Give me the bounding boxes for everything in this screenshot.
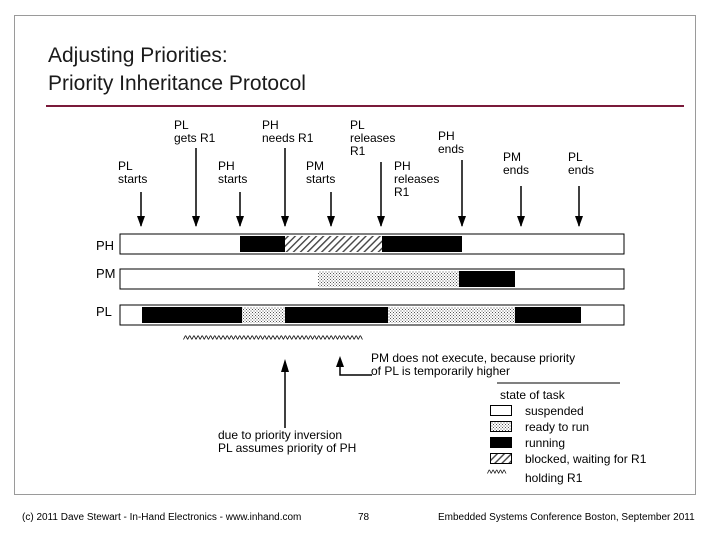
event-label-line: PM bbox=[306, 159, 324, 173]
ph-blocked bbox=[285, 236, 382, 252]
event-label-line: PH bbox=[394, 159, 411, 173]
event-label-line: ends bbox=[438, 142, 465, 156]
annotation-arrows bbox=[281, 356, 372, 428]
swatch-ready bbox=[490, 421, 512, 432]
legend-label: holding R1 bbox=[525, 471, 583, 485]
arrowhead-up bbox=[336, 356, 344, 367]
arrowhead-up bbox=[281, 359, 289, 372]
title-line-1: Adjusting Priorities: bbox=[48, 44, 228, 67]
pl-ready-2 bbox=[388, 307, 515, 323]
inversion-note-line-1: due to priority inversion bbox=[218, 428, 343, 442]
row-label-pm: PM bbox=[96, 266, 116, 281]
row-pm bbox=[119, 268, 625, 290]
event-label-line: starts bbox=[218, 172, 248, 186]
arrowhead bbox=[458, 216, 466, 227]
swatch-running bbox=[490, 437, 512, 448]
ph-running-1 bbox=[240, 236, 285, 252]
event-pl-ends: PL ends bbox=[568, 151, 594, 177]
legend-label: suspended bbox=[525, 404, 584, 418]
arrowhead bbox=[377, 216, 385, 227]
arrowhead bbox=[281, 216, 289, 227]
event-label-line: PM bbox=[503, 150, 521, 164]
event-pl-gets-r1: PL gets R1 bbox=[174, 119, 215, 145]
ph-suspended-1 bbox=[122, 236, 240, 252]
pl-running-1 bbox=[142, 307, 242, 323]
pl-ready-1 bbox=[242, 307, 285, 323]
event-label-line: PH bbox=[262, 118, 279, 132]
slide-title: Adjusting Priorities: Priority Inheritan… bbox=[48, 42, 306, 98]
footer-page-number: 78 bbox=[358, 512, 370, 523]
pm-note-line-1: PM does not execute, because priority bbox=[371, 351, 576, 365]
swatch-blocked bbox=[490, 453, 512, 464]
event-ph-needs-r1: PH needs R1 bbox=[262, 119, 313, 145]
arrowhead bbox=[236, 216, 244, 227]
legend-label: ready to run bbox=[525, 420, 590, 434]
event-label-line: R1 bbox=[350, 144, 366, 158]
holding-marker: ^^^^^^^^^^^^^^^^^^^^^^^^^^^^^^^^^^^^^^^^… bbox=[183, 334, 363, 346]
footer-conference: Embedded Systems Conference Boston, Sept… bbox=[438, 512, 695, 523]
legend-label: running bbox=[525, 436, 566, 450]
pm-note-arrow bbox=[339, 365, 372, 376]
event-label-line: ends bbox=[568, 163, 595, 177]
inversion-note-line-2: PL assumes priority of PH bbox=[218, 441, 357, 455]
pm-ready bbox=[318, 271, 459, 287]
event-label-line: PL bbox=[568, 150, 583, 164]
event-ph-ends: PH ends bbox=[438, 130, 464, 156]
title-line-2: Priority Inheritance Protocol bbox=[48, 72, 306, 95]
event-label-line: PH bbox=[218, 159, 235, 173]
event-label-line: starts bbox=[306, 172, 336, 186]
event-ph-starts: PH starts bbox=[218, 160, 247, 186]
event-label-line: PH bbox=[438, 129, 455, 143]
arrowhead bbox=[327, 216, 335, 227]
row-label-pl: PL bbox=[96, 304, 112, 319]
pl-running-2 bbox=[285, 307, 388, 323]
event-label-line: R1 bbox=[394, 185, 410, 199]
pm-running bbox=[459, 271, 515, 287]
legend-label: blocked, waiting for R1 bbox=[525, 452, 647, 466]
event-label-line: PL bbox=[118, 159, 133, 173]
holding-symbol: ^^^^^ bbox=[487, 469, 506, 480]
footer-credit: (c) 2011 Dave Stewart - In-Hand Electron… bbox=[22, 512, 302, 523]
event-label-line: gets R1 bbox=[174, 131, 216, 145]
ph-suspended-2 bbox=[462, 236, 622, 252]
pm-note-line-2: of PL is temporarily higher bbox=[371, 364, 510, 378]
legend-title: state of task bbox=[500, 388, 565, 402]
event-pm-starts: PM starts bbox=[306, 160, 335, 186]
slide-frame bbox=[14, 15, 696, 495]
arrowhead bbox=[517, 216, 525, 227]
event-pm-ends: PM ends bbox=[503, 151, 529, 177]
arrowhead bbox=[137, 216, 145, 227]
ph-running-2 bbox=[382, 236, 462, 252]
event-label-line: releases bbox=[350, 131, 396, 145]
event-pl-starts: PL starts bbox=[118, 160, 147, 186]
event-label-line: PL bbox=[174, 118, 189, 132]
row-pl bbox=[119, 304, 625, 326]
event-label-line: releases bbox=[394, 172, 440, 186]
event-label-line: ends bbox=[503, 163, 530, 177]
title-rule bbox=[46, 105, 684, 107]
event-label-line: needs R1 bbox=[262, 131, 314, 145]
swatch-suspended bbox=[490, 405, 512, 416]
event-ph-releases-r1: PH releases R1 bbox=[394, 160, 439, 199]
arrowhead bbox=[575, 216, 583, 227]
pm-note: PM does not execute, because priority of… bbox=[371, 352, 575, 378]
event-label-line: PL bbox=[350, 118, 365, 132]
event-label-line: starts bbox=[118, 172, 148, 186]
row-label-ph: PH bbox=[96, 238, 115, 253]
arrowhead bbox=[192, 216, 200, 227]
event-arrows bbox=[137, 148, 583, 227]
event-pl-releases-r1: PL releases R1 bbox=[350, 119, 395, 158]
pl-running-3 bbox=[515, 307, 581, 323]
inversion-note: due to priority inversion PL assumes pri… bbox=[218, 429, 356, 455]
row-ph bbox=[119, 233, 625, 255]
